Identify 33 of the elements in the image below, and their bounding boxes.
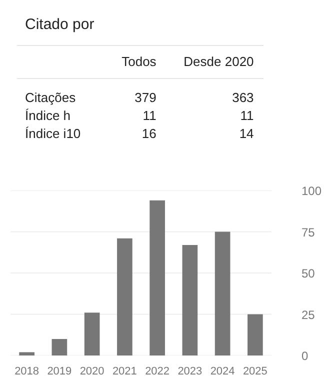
text: Índice h [25, 108, 71, 123]
bar [182, 244, 198, 356]
y-tick-label: 75 [302, 225, 316, 240]
bar [117, 238, 132, 356]
category-label: Todos [122, 54, 157, 69]
category-label: Desde 2020 [184, 54, 254, 69]
text: Índice i10 [25, 126, 81, 141]
bar [150, 200, 165, 356]
x-tick-label: 2023 [178, 366, 202, 378]
data-label: 363 [232, 90, 254, 105]
y-tick-label: 25 [302, 308, 316, 322]
y-tick-label: 100 [302, 184, 322, 198]
text: Citações [25, 90, 76, 105]
x-tick-label: 2024 [210, 366, 235, 378]
bar [84, 312, 100, 356]
data-label: 11 [240, 108, 254, 123]
text: Citado por [25, 16, 94, 33]
bar [214, 232, 230, 356]
data-label: 16 [142, 126, 156, 141]
x-tick-label: 2020 [80, 366, 104, 378]
x-tick-label: 2018 [14, 366, 40, 378]
x-tick-label: 2021 [112, 366, 137, 378]
data-label: 14 [239, 126, 254, 141]
bar [248, 314, 263, 356]
x-tick-label: 2022 [145, 366, 170, 378]
y-tick-label: 50 [302, 266, 316, 280]
bar [19, 352, 34, 356]
data-label: 11 [142, 108, 156, 123]
data-label: 379 [134, 90, 156, 105]
x-tick-label: 2025 [242, 366, 268, 378]
x-tick-label: 2019 [47, 366, 72, 378]
bar [52, 339, 68, 356]
y-tick-label: 0 [302, 349, 308, 363]
